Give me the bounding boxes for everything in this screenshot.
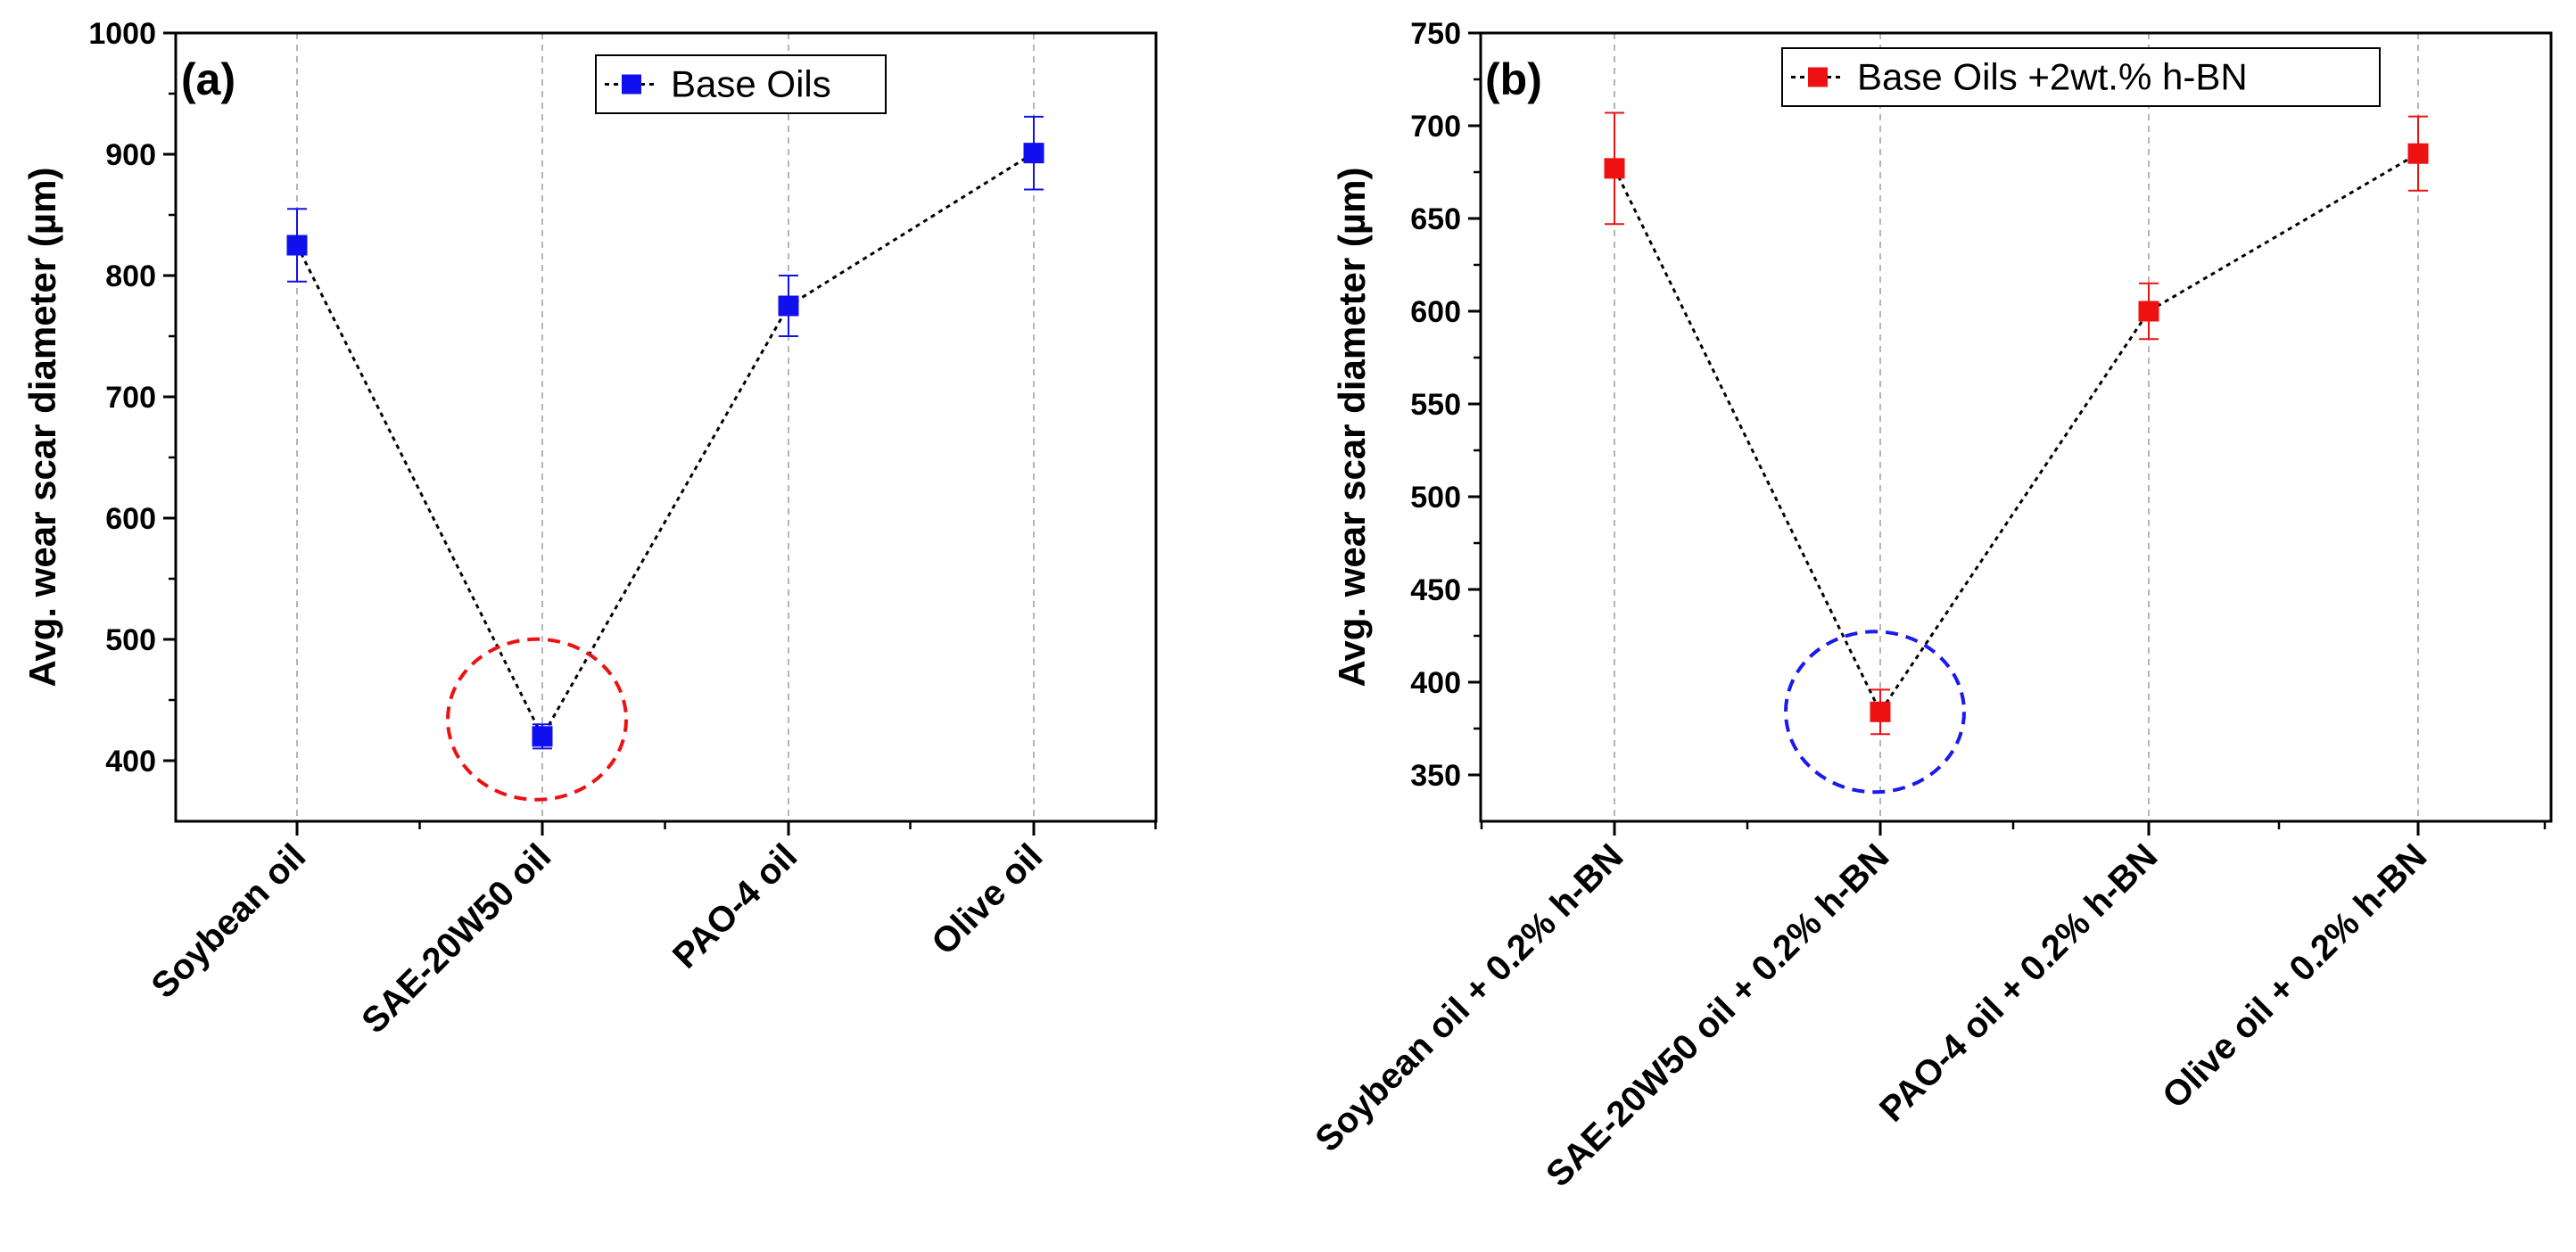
x-tick-label: PAO-4 oil + 0.2% h-BN <box>1872 836 2165 1129</box>
y-tick-label: 500 <box>1410 481 1461 515</box>
y-tick-label: 600 <box>105 502 156 536</box>
y-axis-label: Avg. wear scar diameter (µm) <box>1331 168 1373 688</box>
legend-marker <box>1808 67 1828 87</box>
y-tick-label: 450 <box>1410 573 1461 607</box>
panel-b: 350 400 450 500 550 600 650 700 750 Soybean oil +… <box>1308 17 2553 1195</box>
panel-label: (b) <box>1485 54 1542 104</box>
data-point <box>1604 158 1625 179</box>
x-tick-label: Olive oil <box>924 836 1050 962</box>
x-tick-label: PAO-4 oil <box>665 836 805 976</box>
x-tick-label: SAE-20W50 oil <box>354 836 558 1041</box>
y-tick-label: 900 <box>105 138 156 172</box>
series-line <box>295 152 1035 739</box>
x-tick-label: Olive oil + 0.2% h-BN <box>2155 836 2434 1116</box>
y-tick-label: 500 <box>105 623 156 657</box>
highlight-circle <box>446 637 628 802</box>
y-tick-label: 700 <box>105 381 156 415</box>
y-tick-label: 400 <box>1410 666 1461 700</box>
plot-frame <box>1479 31 2553 823</box>
x-tick-label: Soybean oil + 0.2% h-BN <box>1308 836 1631 1159</box>
data-point <box>2138 301 2159 322</box>
y-tick-label: 600 <box>1410 295 1461 329</box>
y-tick-label: 800 <box>105 259 156 293</box>
data-point <box>2407 143 2429 164</box>
y-tick-label: 1000 <box>88 17 156 51</box>
panel-label: (a) <box>181 54 235 104</box>
y-tick-label: 700 <box>1410 110 1461 144</box>
data-point <box>1023 143 1044 164</box>
legend: Base Oils +2wt.% h-BN <box>1781 47 2381 107</box>
highlight-circle <box>1784 630 1966 795</box>
x-tick-label: Soybean oil <box>144 836 314 1006</box>
series-line <box>1613 152 2419 715</box>
data-point <box>286 235 308 256</box>
y-tick-label: 400 <box>105 745 156 778</box>
data-point <box>1870 701 1891 722</box>
legend-label: Base Oils <box>671 63 831 105</box>
legend-label: Base Oils +2wt.% h-BN <box>1857 56 2248 98</box>
legend-box <box>1781 47 2381 107</box>
panel-a: 400 500 600 700 800 900 1000 Soybean oil SAE-20W… <box>21 17 1158 1041</box>
y-axis-label: Avg. wear scar diameter (µm) <box>21 168 63 688</box>
data-point <box>532 726 553 747</box>
y-tick-label: 350 <box>1410 759 1461 793</box>
data-point <box>778 295 799 317</box>
legend-marker <box>622 74 641 95</box>
y-tick-label: 550 <box>1410 388 1461 422</box>
y-tick-label: 650 <box>1410 202 1461 236</box>
legend: Base Oils <box>595 54 887 114</box>
plot-frame <box>174 31 1158 823</box>
y-tick-label: 750 <box>1410 17 1461 51</box>
